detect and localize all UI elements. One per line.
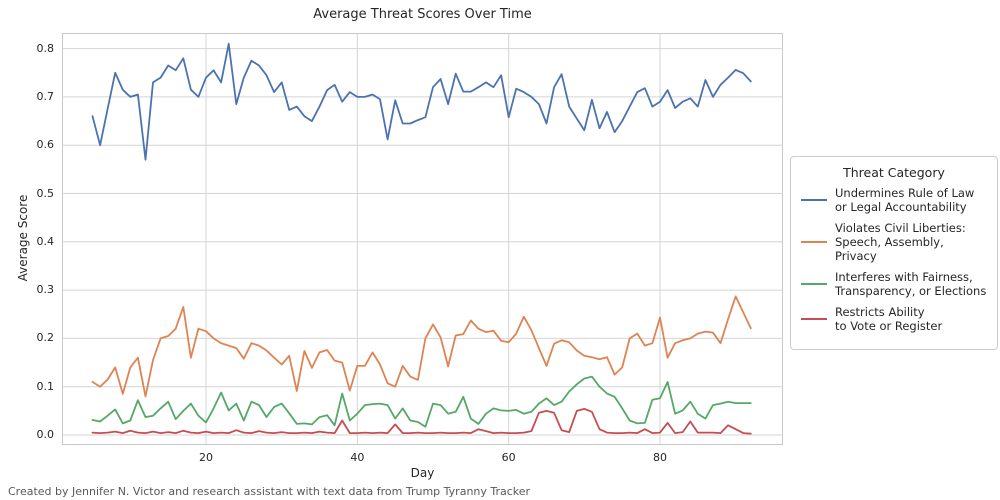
legend-item-label: Violates Civil Liberties: Speech, Assemb… — [835, 221, 966, 264]
footer-credit: Created by Jennifer N. Victor and resear… — [8, 485, 531, 498]
legend-item: Violates Civil Liberties: Speech, Assemb… — [801, 221, 989, 263]
y-tick-label: 0.5 — [36, 186, 55, 200]
series-line-2 — [91, 375, 752, 428]
x-axis-label: Day — [410, 466, 435, 480]
y-tick-label: 0.6 — [36, 138, 55, 152]
y-tick-label: 0.4 — [36, 234, 55, 248]
legend-title: Threat Category — [843, 165, 945, 180]
legend-item: Undermines Rule of Law or Legal Accounta… — [801, 186, 989, 214]
legend-line-swatch-0 — [801, 199, 827, 202]
y-tick-label: 0.0 — [36, 428, 55, 441]
legend-line-swatch-2 — [801, 283, 827, 286]
legend-item-label: Interferes with Fairness, Transparency, … — [835, 270, 987, 299]
legend-items: Undermines Rule of Law or Legal Accounta… — [799, 186, 989, 333]
legend-item-label: Undermines Rule of Law or Legal Accounta… — [835, 186, 975, 215]
y-tick-label: 0.2 — [36, 331, 55, 345]
x-tick-label: 60 — [501, 451, 516, 464]
x-tick-label: 20 — [199, 451, 213, 464]
y-tick-label: 0.8 — [36, 41, 55, 55]
x-tick-label: 40 — [350, 451, 365, 464]
y-tick-label: 0.7 — [36, 89, 55, 103]
legend-item-label: Restricts Ability to Vote or Register — [835, 305, 943, 334]
y-tick-label: 0.1 — [36, 379, 55, 393]
chart-title: Average Threat Scores Over Time — [313, 7, 532, 22]
x-tick-label: 80 — [653, 451, 667, 464]
series-line-3 — [91, 407, 752, 435]
legend-line-swatch-1 — [801, 241, 827, 244]
series-line-1 — [91, 295, 752, 398]
plot-area — [62, 33, 783, 445]
legend-line-swatch-3 — [801, 318, 827, 321]
legend-item: Interferes with Fairness, Transparency, … — [801, 270, 989, 298]
series-line-0 — [91, 42, 752, 161]
legend-item: Restricts Ability to Vote or Register — [801, 305, 989, 333]
legend: Threat Category Undermines Rule of Law o… — [790, 156, 998, 351]
y-tick-label: 0.3 — [36, 283, 55, 297]
